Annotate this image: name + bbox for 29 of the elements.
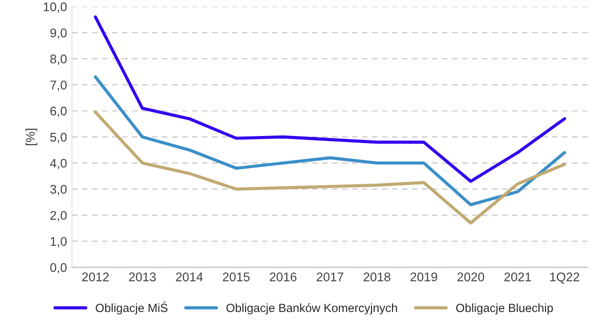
- legend-label: Obligacje MiŚ: [96, 301, 168, 314]
- y-tick-label: 5,0: [50, 132, 67, 144]
- legend-label: Obligacje Banków Komercyjnych: [226, 303, 397, 314]
- x-tick-label: 2015: [222, 272, 250, 282]
- y-axis-title: [%]: [26, 128, 38, 146]
- x-tick-label: 2016: [270, 272, 296, 282]
- x-tick-label: 2018: [364, 272, 390, 282]
- x-tick-label: 2019: [410, 272, 438, 282]
- y-tick-label: 8,0: [50, 54, 67, 65]
- y-tick-label: 7,0: [50, 80, 67, 91]
- y-tick-label: 9,0: [50, 28, 67, 39]
- x-tick-label: 2017: [316, 272, 344, 282]
- line-series: [94, 16, 566, 183]
- y-tick-label: 1,0: [50, 237, 67, 248]
- x-tick-label: 2021: [504, 272, 531, 282]
- y-tick-label: 6,0: [50, 106, 67, 118]
- y-tick-label: 3,0: [50, 184, 67, 196]
- x-tick-label: 2012: [82, 272, 109, 282]
- y-tick-label: 0,0: [50, 263, 67, 274]
- y-tick-label: 4,0: [50, 158, 67, 170]
- x-tick-label: 2020: [457, 272, 484, 282]
- legend-label: Obligacje Bluechip: [456, 303, 553, 314]
- line-series: [94, 110, 566, 225]
- x-tick-label: 2014: [176, 272, 203, 282]
- x-tick-label: 2013: [129, 272, 156, 282]
- line-series: [94, 75, 566, 206]
- x-tick-label: 1Q22: [550, 272, 580, 284]
- y-tick-label: 10,0: [44, 2, 67, 13]
- y-tick-label: 2,0: [50, 210, 67, 222]
